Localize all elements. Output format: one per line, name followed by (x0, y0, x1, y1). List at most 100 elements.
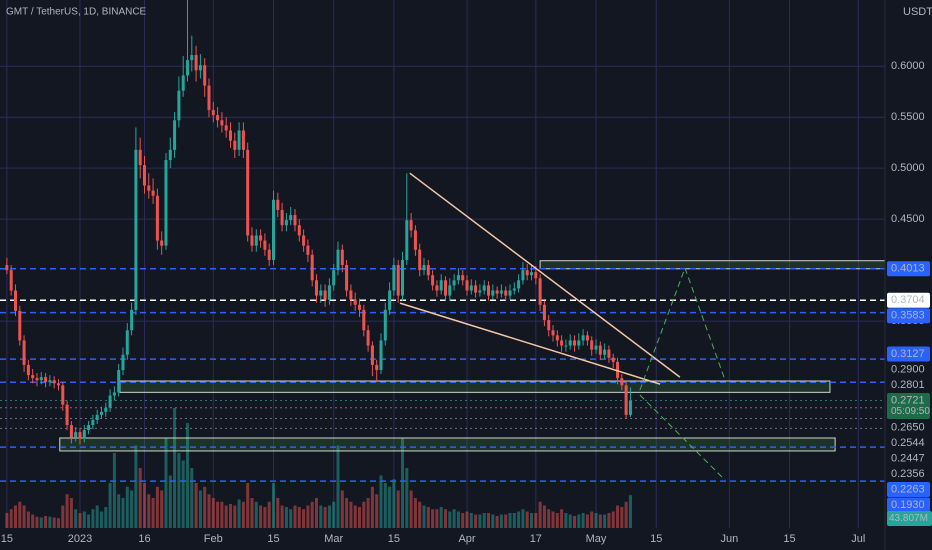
zone (539, 260, 886, 270)
volume-bar (185, 423, 189, 528)
volume-bar (52, 517, 56, 528)
price-label: 0.2544 (891, 437, 925, 449)
candle-body (211, 110, 215, 116)
candle-body (327, 285, 331, 300)
volume-bar (319, 505, 323, 528)
candle-body (495, 290, 499, 294)
volume-bar (504, 514, 508, 528)
candle-body (224, 125, 228, 131)
candle-body (185, 60, 189, 76)
candle-body (44, 377, 48, 383)
price-label-bg (887, 261, 930, 277)
candle-body (590, 340, 594, 350)
candle-body (48, 380, 52, 383)
candle-body (91, 419, 95, 426)
price-label: 0.4013 (891, 263, 925, 275)
volume-bar (555, 513, 559, 528)
y-tick-label: 0.5500 (891, 111, 925, 123)
volume-bar (211, 498, 215, 528)
price-label: 0.2447 (891, 452, 925, 464)
candle-body (469, 285, 473, 291)
volume-bar (233, 505, 237, 528)
price-label: 0.2801 (891, 379, 925, 391)
candle-body (340, 249, 344, 266)
volume-bar (353, 505, 357, 528)
volume-bar (61, 505, 65, 528)
volume-bar (534, 513, 538, 528)
volume-bar (581, 513, 585, 528)
x-tick-label: 15 (267, 533, 279, 545)
candle-body (250, 235, 254, 246)
levels (0, 268, 885, 482)
volume-bar (138, 468, 142, 528)
volume-bar (22, 505, 26, 528)
candle-body (624, 385, 628, 415)
price-label: 0.3583 (891, 310, 925, 322)
candle-body (478, 290, 482, 293)
volume-bar (104, 507, 108, 528)
candle-body (138, 149, 142, 166)
volume-bar (259, 505, 263, 528)
price-label-bg (887, 346, 930, 362)
price-label: 0.2356 (891, 468, 925, 480)
volume-bar (375, 494, 379, 528)
volume-bar (151, 498, 155, 528)
candle-body (379, 340, 383, 371)
zone (59, 437, 836, 452)
candle-body (370, 345, 374, 365)
candle-body (560, 340, 564, 346)
candle-body (121, 354, 125, 371)
volume-bar (491, 514, 495, 528)
volume-bar (521, 509, 525, 528)
volume-bar (95, 505, 99, 528)
volume-bar (190, 468, 194, 528)
price-label: 0.2263 (891, 483, 925, 495)
candle-body (512, 288, 516, 291)
volume-bar (177, 453, 181, 528)
candle-body (207, 85, 211, 111)
price-label: 0.2650 (891, 421, 925, 433)
candle-body (74, 432, 78, 438)
volume-bar (499, 514, 503, 528)
candle-body (31, 375, 35, 379)
candle-body (448, 285, 452, 296)
price-label-bg (887, 377, 930, 393)
volume-bar (487, 513, 491, 528)
candle-body (173, 120, 177, 150)
volume-bar (276, 498, 280, 528)
candle-body (336, 249, 340, 271)
volume-bar (203, 486, 207, 528)
candle-body (564, 345, 568, 347)
volume-bar (336, 445, 340, 528)
candle-body (147, 185, 151, 191)
volume-bar (173, 408, 177, 528)
candle-body (461, 275, 465, 281)
candle-body (112, 392, 116, 396)
volume-bar (444, 509, 448, 528)
candle-body (130, 309, 134, 331)
candle-body (444, 280, 448, 296)
price-label-bg (887, 482, 930, 497)
volume-bar (495, 516, 499, 528)
candle-body (254, 235, 258, 246)
candle-body (504, 290, 508, 296)
candle-body (435, 285, 439, 291)
volume-bar (465, 511, 469, 528)
volume-bar (250, 498, 254, 528)
candle-body (332, 270, 336, 286)
candle-body (181, 75, 185, 91)
volume-bar (155, 486, 159, 528)
volume-bar (383, 483, 387, 528)
volume-bar (435, 509, 439, 528)
x-tick-label: 15 (650, 533, 662, 545)
candle-body (35, 378, 39, 381)
volume-bar (323, 507, 327, 528)
volume-label-bg (887, 511, 932, 526)
x-tick-label: 16 (138, 533, 150, 545)
volume-bar (551, 511, 555, 528)
volume-bar (474, 514, 478, 528)
candle-body (155, 195, 159, 241)
volume-bar (168, 475, 172, 528)
volume-bar (293, 505, 297, 528)
